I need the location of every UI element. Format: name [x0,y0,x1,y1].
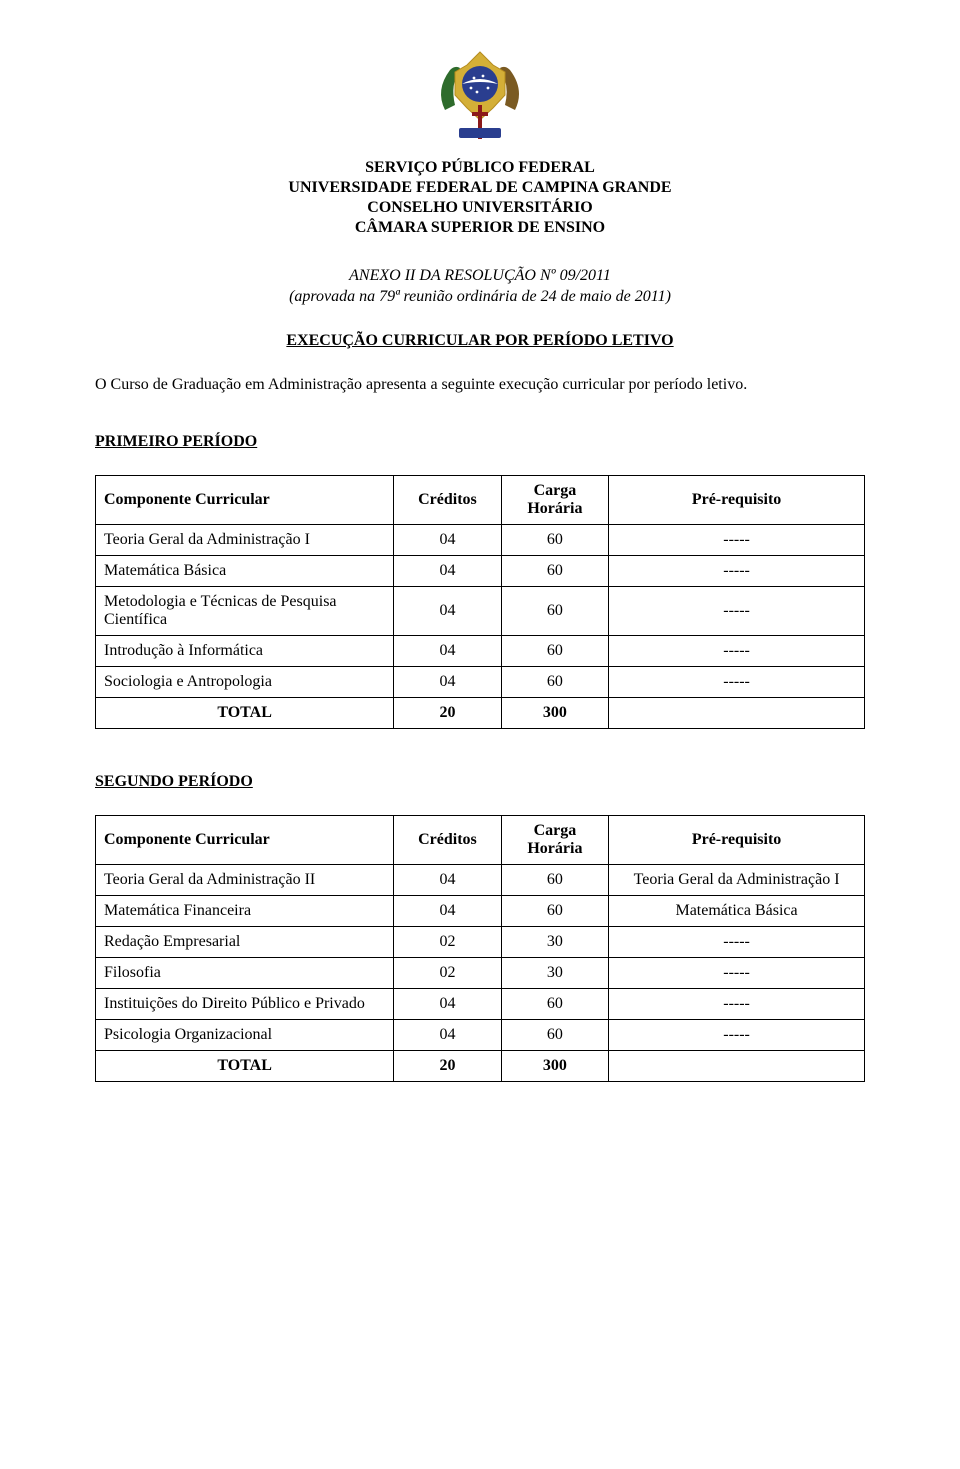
table-cell: 30 [501,927,608,958]
table-header-cell: Componente Curricular [96,476,394,525]
total-empty-cell [609,698,865,729]
table-cell: 60 [501,667,608,698]
section-title: EXECUÇÃO CURRICULAR POR PERÍODO LETIVO [95,332,865,350]
table-row: Teoria Geral da Administração II0460Teor… [96,865,865,896]
total-label-cell: TOTAL [96,1051,394,1082]
table-total-row: TOTAL20300 [96,698,865,729]
table-header-cell: Pré-requisito [609,816,865,865]
curriculum-table: Componente CurricularCréditosCarga Horár… [95,815,865,1082]
table-cell: Instituições do Direito Público e Privad… [96,989,394,1020]
table-cell: ----- [609,636,865,667]
table-cell: Matemática Financeira [96,896,394,927]
table-cell: Teoria Geral da Administração II [96,865,394,896]
table-cell: 04 [394,556,501,587]
table-cell: 04 [394,667,501,698]
table-cell: ----- [609,587,865,636]
table-cell: ----- [609,556,865,587]
table-header-cell: Créditos [394,816,501,865]
intro-paragraph: O Curso de Graduação em Administração ap… [95,374,865,396]
table-cell: Matemática Básica [609,896,865,927]
table-cell: 60 [501,1020,608,1051]
table-row: Metodologia e Técnicas de Pesquisa Cient… [96,587,865,636]
table-cell: 30 [501,958,608,989]
national-emblem [95,40,865,150]
table-cell: 04 [394,896,501,927]
sphere-icon [462,66,498,102]
ribbon-icon [459,128,501,138]
total-credits-cell: 20 [394,698,501,729]
total-hours-cell: 300 [501,698,608,729]
header-block: SERVIÇO PÚBLICO FEDERAL UNIVERSIDADE FED… [95,158,865,238]
table-cell: 04 [394,989,501,1020]
total-empty-cell [609,1051,865,1082]
table-header-cell: Créditos [394,476,501,525]
table-header-row: Componente CurricularCréditosCarga Horár… [96,476,865,525]
periods-container: PRIMEIRO PERÍODOComponente CurricularCré… [95,433,865,1082]
annex-title: ANEXO II DA RESOLUÇÃO Nº 09/2011 (aprova… [95,266,865,308]
table-cell: 60 [501,865,608,896]
table-header-cell: Carga Horária [501,476,608,525]
table-header-cell: Pré-requisito [609,476,865,525]
table-cell: 04 [394,865,501,896]
table-row: Teoria Geral da Administração I0460----- [96,525,865,556]
table-cell: Filosofia [96,958,394,989]
table-cell: 02 [394,927,501,958]
total-label-cell: TOTAL [96,698,394,729]
table-header-cell: Carga Horária [501,816,608,865]
total-hours-cell: 300 [501,1051,608,1082]
table-cell: ----- [609,958,865,989]
table-cell: 60 [501,896,608,927]
annex-line-1: ANEXO II DA RESOLUÇÃO Nº 09/2011 [95,266,865,287]
table-cell: 04 [394,587,501,636]
header-line-1: SERVIÇO PÚBLICO FEDERAL [95,158,865,178]
emblem-icon [425,40,535,150]
table-cell: 60 [501,525,608,556]
table-cell: ----- [609,927,865,958]
header-line-2: UNIVERSIDADE FEDERAL DE CAMPINA GRANDE [95,178,865,198]
total-credits-cell: 20 [394,1051,501,1082]
table-row: Matemática Financeira0460Matemática Bási… [96,896,865,927]
table-cell: Introdução à Informática [96,636,394,667]
period-heading: PRIMEIRO PERÍODO [95,433,865,451]
table-cell: Psicologia Organizacional [96,1020,394,1051]
header-line-4: CÂMARA SUPERIOR DE ENSINO [95,218,865,238]
table-row: Introdução à Informática0460----- [96,636,865,667]
table-row: Filosofia0230----- [96,958,865,989]
table-cell: Teoria Geral da Administração I [609,865,865,896]
table-cell: Teoria Geral da Administração I [96,525,394,556]
page: SERVIÇO PÚBLICO FEDERAL UNIVERSIDADE FED… [0,0,960,1469]
table-cell: 04 [394,525,501,556]
table-cell: 60 [501,587,608,636]
table-cell: ----- [609,525,865,556]
table-cell: 02 [394,958,501,989]
table-cell: ----- [609,667,865,698]
table-row: Redação Empresarial0230----- [96,927,865,958]
header-line-3: CONSELHO UNIVERSITÁRIO [95,198,865,218]
curriculum-table: Componente CurricularCréditosCarga Horár… [95,475,865,729]
table-row: Psicologia Organizacional0460----- [96,1020,865,1051]
table-row: Sociologia e Antropologia0460----- [96,667,865,698]
annex-line-2: (aprovada na 79ª reunião ordinária de 24… [95,287,865,308]
table-row: Matemática Básica0460----- [96,556,865,587]
table-total-row: TOTAL20300 [96,1051,865,1082]
table-header-row: Componente CurricularCréditosCarga Horár… [96,816,865,865]
table-cell: 04 [394,636,501,667]
period-heading: SEGUNDO PERÍODO [95,773,865,791]
table-cell: Metodologia e Técnicas de Pesquisa Cient… [96,587,394,636]
table-cell: Redação Empresarial [96,927,394,958]
table-cell: 60 [501,636,608,667]
table-cell: ----- [609,989,865,1020]
table-cell: Sociologia e Antropologia [96,667,394,698]
table-row: Instituições do Direito Público e Privad… [96,989,865,1020]
table-cell: 60 [501,989,608,1020]
table-cell: 60 [501,556,608,587]
table-header-cell: Componente Curricular [96,816,394,865]
table-cell: 04 [394,1020,501,1051]
table-cell: Matemática Básica [96,556,394,587]
table-cell: ----- [609,1020,865,1051]
